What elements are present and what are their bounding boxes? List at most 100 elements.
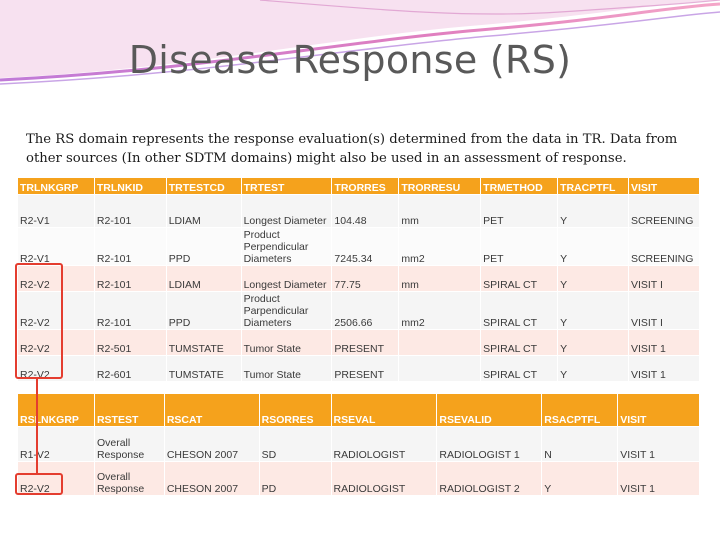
table-cell: PET bbox=[480, 227, 559, 266]
table-cell: PRESENT bbox=[331, 329, 400, 356]
highlight-box-tr-linkgroup bbox=[15, 263, 63, 379]
table-cell: Y bbox=[557, 329, 629, 356]
table-row: R2-V2 Overall Response CHESON 2007 PD RA… bbox=[17, 461, 700, 496]
rs-header-cell: RSORRES bbox=[258, 393, 332, 427]
table-row: R2-V1 R2-101 LDIAM Longest Diameter 104.… bbox=[17, 194, 701, 228]
tr-header-row: TRLNKGRP TRLNKID TRTESTCD TRTEST TRORRES… bbox=[17, 177, 701, 195]
table-cell: PPD bbox=[165, 291, 242, 330]
table-cell: R2-V2 bbox=[17, 329, 95, 356]
highlight-box-rs-linkgroup bbox=[15, 473, 63, 495]
tr-header-cell: VISIT bbox=[627, 177, 701, 195]
tr-header-cell: TRORRES bbox=[331, 177, 400, 195]
table-cell: Y bbox=[557, 355, 629, 382]
table-cell: SPIRAL CT bbox=[480, 329, 559, 356]
highlight-connector bbox=[36, 377, 38, 475]
rs-header-cell: RSLNKGRP bbox=[17, 393, 95, 427]
table-cell: PET bbox=[480, 194, 559, 228]
table-cell: R2-101 bbox=[93, 265, 167, 292]
table-row: R2-V2 R2-101 PPD Product Parpendicular D… bbox=[17, 291, 701, 330]
table-cell: Y bbox=[557, 194, 629, 228]
table-cell: mm bbox=[398, 265, 482, 292]
table-cell: Tumor State bbox=[240, 355, 333, 382]
table-cell: Y bbox=[557, 227, 629, 266]
tr-header-cell: TRACPTFL bbox=[557, 177, 629, 195]
table-cell: mm2 bbox=[398, 291, 482, 330]
table-cell: Overall Response bbox=[93, 426, 165, 462]
table-cell: RADIOLOGIST 2 bbox=[436, 461, 543, 496]
tr-header-cell: TRTEST bbox=[240, 177, 333, 195]
table-cell: Y bbox=[557, 265, 629, 292]
table-cell: LDIAM bbox=[165, 194, 242, 228]
table-cell: N bbox=[541, 426, 619, 462]
table-cell: Product Perpendicular Diameters bbox=[240, 227, 333, 266]
intro-text: The RS domain represents the response ev… bbox=[26, 132, 678, 166]
table-cell: VISIT I bbox=[627, 291, 701, 330]
table-cell: VISIT 1 bbox=[627, 355, 701, 382]
table-row: R2-V2 R2-601 TUMSTATE Tumor State PRESEN… bbox=[17, 355, 701, 382]
tr-table: TRLNKGRP TRLNKID TRTESTCD TRTEST TRORRES… bbox=[17, 177, 701, 382]
table-cell: RADIOLOGIST bbox=[330, 426, 438, 462]
table-cell: LDIAM bbox=[165, 265, 242, 292]
tr-header-cell: TRTESTCD bbox=[165, 177, 242, 195]
table-row: R2-V2 R2-501 TUMSTATE Tumor State PRESEN… bbox=[17, 329, 701, 356]
table-cell: Product Parpendicular Diameters bbox=[240, 291, 333, 330]
table-cell: Longest Diameter bbox=[240, 265, 333, 292]
table-cell bbox=[398, 355, 482, 382]
page-title: Disease Response (RS) bbox=[128, 38, 572, 82]
rs-header-row: RSLNKGRP RSTEST RSCAT RSORRES RSEVAL RSE… bbox=[17, 393, 700, 427]
table-cell: R2-V1 bbox=[17, 227, 95, 266]
table-cell: R2-101 bbox=[93, 194, 167, 228]
table-cell: VISIT 1 bbox=[617, 461, 700, 496]
table-cell: VISIT 1 bbox=[617, 426, 700, 462]
table-cell: SPIRAL CT bbox=[480, 265, 559, 292]
table-cell: VISIT I bbox=[627, 265, 701, 292]
table-row: R2-V1 R2-101 PPD Product Perpendicular D… bbox=[17, 227, 701, 266]
table-cell: Tumor State bbox=[240, 329, 333, 356]
table-cell: PRESENT bbox=[331, 355, 400, 382]
table-cell: R2-501 bbox=[93, 329, 167, 356]
table-cell: SCREENING bbox=[627, 194, 701, 228]
rs-table: RSLNKGRP RSTEST RSCAT RSORRES RSEVAL RSE… bbox=[17, 393, 700, 496]
table-cell: 2506.66 bbox=[331, 291, 400, 330]
table-cell: R2-101 bbox=[93, 227, 167, 266]
table-cell: VISIT 1 bbox=[627, 329, 701, 356]
table-row: R2-V2 R2-101 LDIAM Longest Diameter 77.7… bbox=[17, 265, 701, 292]
table-cell bbox=[398, 329, 482, 356]
table-cell: RADIOLOGIST bbox=[330, 461, 438, 496]
table-cell: mm bbox=[398, 194, 482, 228]
rs-header-cell: RSEVALID bbox=[436, 393, 543, 427]
table-cell: 104.48 bbox=[331, 194, 400, 228]
rs-header-cell: VISIT bbox=[617, 393, 700, 427]
table-cell: SPIRAL CT bbox=[480, 291, 559, 330]
table-cell: CHESON 2007 bbox=[163, 426, 260, 462]
rs-header-cell: RSACPTFL bbox=[541, 393, 619, 427]
tr-header-cell: TRLNKID bbox=[93, 177, 167, 195]
table-cell: 77.75 bbox=[331, 265, 400, 292]
table-cell: CHESON 2007 bbox=[163, 461, 260, 496]
tr-header-cell: TRMETHOD bbox=[480, 177, 559, 195]
tr-header-cell: TRORRESU bbox=[398, 177, 482, 195]
table-cell: PPD bbox=[165, 227, 242, 266]
table-cell: mm2 bbox=[398, 227, 482, 266]
rs-header-cell: RSTEST bbox=[93, 393, 165, 427]
table-cell: Y bbox=[557, 291, 629, 330]
table-cell: RADIOLOGIST 1 bbox=[436, 426, 543, 462]
table-cell: TUMSTATE bbox=[165, 329, 242, 356]
table-row: R1-V2 Overall Response CHESON 2007 SD RA… bbox=[17, 426, 700, 462]
decorative-swoosh bbox=[0, 0, 720, 85]
table-cell: R2-601 bbox=[93, 355, 167, 382]
table-cell: SPIRAL CT bbox=[480, 355, 559, 382]
table-cell: R2-101 bbox=[93, 291, 167, 330]
rs-header-cell: RSCAT bbox=[163, 393, 260, 427]
rs-header-cell: RSEVAL bbox=[330, 393, 438, 427]
table-cell: Y bbox=[541, 461, 619, 496]
table-cell: Overall Response bbox=[93, 461, 165, 496]
table-cell: 7245.34 bbox=[331, 227, 400, 266]
table-cell: R2-V2 bbox=[17, 461, 95, 496]
table-cell: SD bbox=[258, 426, 332, 462]
table-cell: Longest Diameter bbox=[240, 194, 333, 228]
table-cell: R2-V1 bbox=[17, 194, 95, 228]
table-cell: TUMSTATE bbox=[165, 355, 242, 382]
table-cell: R2-V2 bbox=[17, 265, 95, 292]
tr-header-cell: TRLNKGRP bbox=[17, 177, 95, 195]
